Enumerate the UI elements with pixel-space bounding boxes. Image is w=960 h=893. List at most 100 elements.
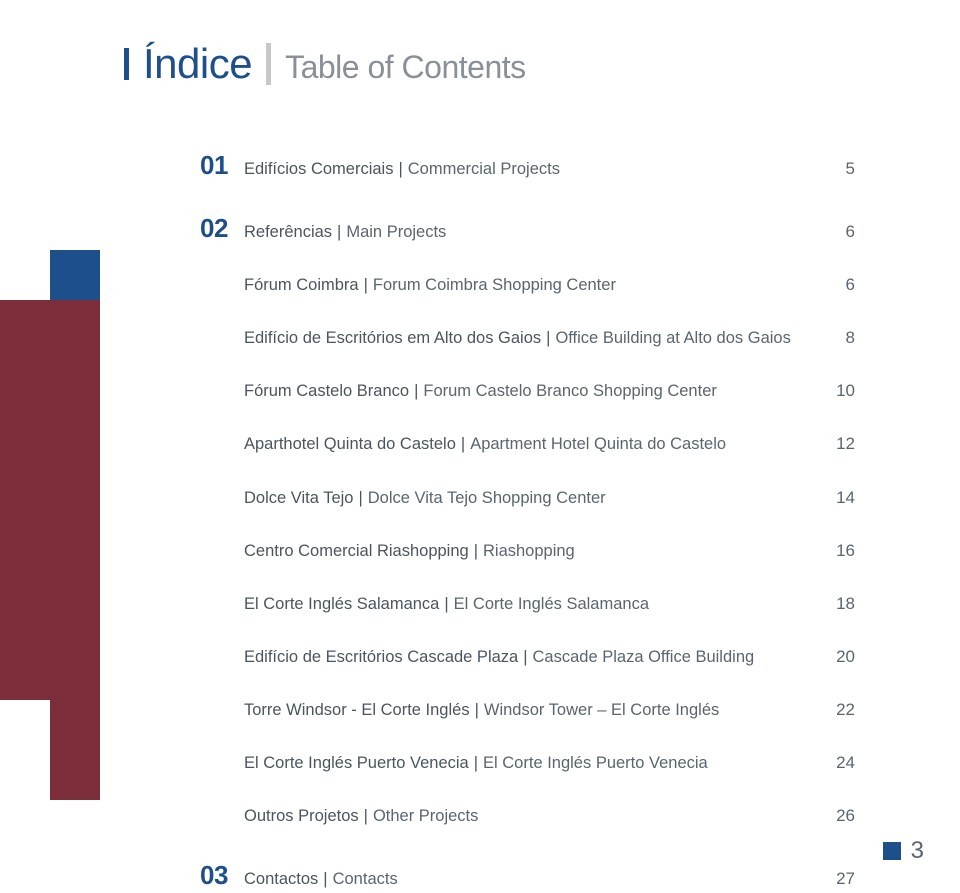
toc-label-light: Dolce Vita Tejo Shopping Center	[368, 489, 606, 507]
toc-row: 02El Corte Inglés Puerto Venecia|El Cort…	[200, 742, 855, 777]
sidebar-row	[0, 450, 100, 500]
toc-label-light: Forum Castelo Branco Shopping Center	[423, 382, 717, 400]
sidebar-cell	[0, 400, 50, 450]
sidebar-cell	[50, 450, 100, 500]
toc-section-gap	[200, 848, 855, 858]
toc-row: 01Edifícios Comerciais | Commercial Projec…	[200, 148, 855, 183]
sidebar-row	[0, 750, 100, 800]
sidebar-row	[0, 650, 100, 700]
toc-label-light: El Corte Inglés Salamanca	[454, 595, 649, 613]
toc-label-strong: El Corte Inglés Salamanca	[244, 595, 439, 613]
toc-page: 24	[819, 752, 855, 775]
toc-label-separator: |	[444, 595, 448, 613]
toc-row: 02Centro Comercial Riashopping|Riashoppi…	[200, 530, 855, 565]
toc-label-strong: Aparthotel Quinta do Castelo	[244, 435, 456, 453]
toc-label: Dolce Vita Tejo | Dolce Vita Tejo Shopping…	[244, 487, 819, 509]
sidebar-row	[0, 500, 100, 550]
sidebar-cell	[0, 300, 50, 350]
toc-label-strong: Torre Windsor - El Corte Inglés	[244, 701, 470, 719]
toc-label-separator: |	[461, 435, 465, 453]
toc-label: Edifícios Comerciais | Commercial Projects	[244, 158, 819, 180]
toc-row: 02Torre Windsor - El Corte Inglés|Windso…	[200, 689, 855, 724]
toc-row: 02Fórum Coimbra|Forum Coimbra Shopping C…	[200, 264, 855, 299]
toc-page: 10	[819, 380, 855, 403]
toc-label: Edifício de Escritórios Cascade Plaza|Ca…	[244, 646, 819, 668]
sidebar-row	[0, 550, 100, 600]
page-number-box-icon	[883, 842, 901, 860]
sidebar-cell	[0, 750, 50, 800]
sidebar-cell	[0, 550, 50, 600]
sidebar-row	[0, 200, 100, 250]
toc-label-separator: |	[474, 754, 478, 772]
toc-label-light: Contacts	[333, 870, 398, 888]
toc-row: 02El Corte Inglés Salamanca|El Corte Ing…	[200, 583, 855, 618]
toc-page: 12	[819, 433, 855, 456]
sidebar-row	[0, 700, 100, 750]
toc-label-separator: |	[546, 329, 550, 347]
toc-page: 14	[819, 487, 855, 510]
toc-label: El Corte Inglés Salamanca | El Corte Inglé…	[244, 593, 819, 615]
sidebar-row	[0, 350, 100, 400]
toc-label-light: Forum Coimbra Shopping Center	[373, 276, 616, 294]
toc-label-light: Other Projects	[373, 807, 478, 825]
toc-page: 6	[819, 274, 855, 297]
toc-label-separator: |	[358, 489, 362, 507]
page-number-badge: 3	[883, 837, 924, 865]
sidebar-cell	[50, 550, 100, 600]
toc-label: Referências|Main Projects	[244, 221, 819, 243]
sidebar-row	[0, 150, 100, 200]
sidebar-cell	[50, 700, 100, 750]
sidebar-cell	[0, 450, 50, 500]
sidebar-row	[0, 250, 100, 300]
toc-label-separator: |	[523, 648, 527, 666]
sidebar-cell	[0, 350, 50, 400]
sidebar-cell	[0, 200, 50, 250]
toc-section-gap	[200, 201, 855, 211]
toc-section-number: 01	[200, 148, 244, 183]
sidebar-cell	[50, 650, 100, 700]
sidebar-cell	[50, 350, 100, 400]
toc-label-separator: |	[398, 160, 402, 178]
title-sub: Table of Contents	[285, 49, 526, 86]
toc-label-separator: |	[475, 701, 479, 719]
toc-page: 27	[819, 868, 855, 891]
sidebar-cell	[0, 700, 50, 750]
toc-label-strong: Referências	[244, 223, 332, 241]
toc-label-light: Windsor Tower – El Corte Inglés	[484, 701, 719, 719]
sidebar-cell	[50, 150, 100, 200]
toc-label-strong: Centro Comercial Riashopping	[244, 542, 469, 560]
sidebar-pattern	[0, 150, 100, 800]
page-number: 3	[911, 837, 924, 865]
toc-page: 6	[819, 221, 855, 244]
toc-label-strong: Edifício de Escritórios Cascade Plaza	[244, 648, 518, 666]
toc-label-light: Apartment Hotel Quinta do Castelo	[470, 435, 726, 453]
toc-label: Outros Projetos|Other Projects	[244, 805, 819, 827]
toc-label-light: Office Building at Alto dos Gaios	[555, 329, 790, 347]
toc-label-strong: Dolce Vita Tejo	[244, 489, 353, 507]
toc-label: Fórum Coimbra|Forum Coimbra Shopping Cen…	[244, 274, 819, 296]
toc-label-separator: |	[474, 542, 478, 560]
toc-label-light: El Corte Inglés Puerto Venecia	[483, 754, 708, 772]
toc-row: 02Referências|Main Projects6	[200, 211, 855, 246]
toc-label-light: Main Projects	[346, 223, 446, 241]
sidebar-cell	[50, 600, 100, 650]
sidebar-cell	[0, 150, 50, 200]
toc-label: Contactos|Contacts	[244, 868, 819, 890]
title-separator-bar	[266, 43, 271, 85]
toc-label-strong: Edifícios Comerciais	[244, 160, 393, 178]
toc-label-strong: Fórum Coimbra	[244, 276, 359, 294]
toc-row: 02Edifício de Escritórios em Alto dos Ga…	[200, 317, 855, 352]
toc-section-number: 03	[200, 858, 244, 893]
toc-label: Aparthotel Quinta do Castelo | Apartment H…	[244, 433, 819, 455]
toc-page: 26	[819, 805, 855, 828]
sidebar-cell	[50, 750, 100, 800]
sidebar-cell	[50, 500, 100, 550]
toc-label: Centro Comercial Riashopping | Riashopping	[244, 540, 819, 562]
title-main: Índice	[143, 40, 252, 88]
toc-label-light: Commercial Projects	[408, 160, 560, 178]
toc-label-light: Riashopping	[483, 542, 575, 560]
toc-label-strong: El Corte Inglés Puerto Venecia	[244, 754, 469, 772]
page-title: Índice Table of Contents	[124, 40, 855, 88]
toc-page: 16	[819, 540, 855, 563]
toc-label-strong: Contactos	[244, 870, 318, 888]
